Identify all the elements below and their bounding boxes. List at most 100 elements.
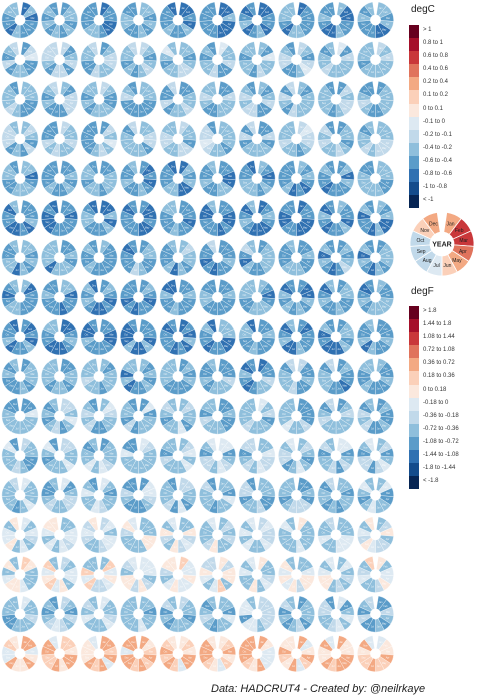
month-label: Feb — [305, 368, 310, 370]
month-label: Apr — [109, 23, 113, 26]
month-label: Mar — [110, 136, 114, 139]
month-label: Apr — [188, 538, 192, 541]
legend-label: 1.44 to 1.8 — [423, 321, 451, 327]
month-label: Mar — [347, 334, 351, 337]
year-label: 1964 — [173, 453, 184, 458]
month-label: Mar — [189, 96, 193, 99]
month-label: Aug — [246, 147, 251, 150]
month-label: Jul — [292, 270, 295, 272]
month-label: Mar — [386, 650, 390, 653]
month-label: Jul — [94, 507, 97, 509]
month-label: Apr — [109, 379, 113, 382]
year-label: 1914 — [173, 255, 184, 260]
month-label: Aug — [49, 147, 54, 150]
month-label: Sep — [164, 460, 169, 462]
month-label: Mar — [110, 294, 114, 297]
month-label: Aug — [49, 464, 54, 467]
month-label: Oct — [45, 96, 49, 99]
month-label: Apr — [346, 419, 350, 422]
month-label: Mar — [347, 532, 351, 535]
year-label: 1900 — [15, 216, 26, 221]
month-label: Mar — [70, 96, 74, 99]
month-label: Sep — [85, 341, 90, 343]
month-label: Aug — [9, 68, 14, 71]
month-label: Apr — [346, 261, 350, 264]
month-label: Mar — [386, 96, 390, 99]
month-label: Aug — [286, 266, 291, 269]
month-label: Oct — [45, 215, 49, 218]
month-label: Aug — [128, 583, 133, 586]
month-label: Mar — [228, 215, 232, 218]
month-label: Apr — [267, 142, 271, 145]
month-label: Aug — [49, 68, 54, 71]
month-label: Aug — [246, 583, 251, 586]
year-label: 2009 — [370, 612, 381, 617]
month-label: Apr — [70, 261, 74, 264]
year-label: 1977 — [291, 493, 302, 498]
month-label: Oct — [164, 452, 168, 455]
month-label: Aug — [167, 662, 172, 665]
year-label: 1938 — [331, 335, 342, 340]
month-label: Oct — [203, 96, 207, 99]
month-label: Feb — [265, 210, 270, 212]
month-label: Mar — [268, 373, 272, 376]
year-label: 1930 — [15, 335, 26, 340]
month-label: Feb — [384, 91, 389, 93]
month-label: Jul — [173, 230, 176, 232]
month-label: Apr — [109, 538, 113, 541]
month-label: Jul — [371, 270, 374, 272]
month-label: Mar — [228, 294, 232, 297]
month-label: Apr — [267, 379, 271, 382]
month-label: Jul — [55, 468, 58, 470]
month-label: Oct — [6, 56, 10, 59]
month-label: Apr — [70, 300, 74, 303]
clock-center — [14, 54, 26, 65]
month-label: Oct — [361, 492, 365, 495]
year-label: 1891 — [54, 176, 65, 181]
month-label: Jul — [15, 587, 18, 589]
month-label: Oct — [6, 571, 10, 574]
month-label: May — [263, 29, 268, 31]
month-label: Aug — [167, 28, 172, 31]
month-label: Jul — [213, 389, 216, 391]
month-label: Sep — [361, 341, 366, 343]
month-label: Jul — [134, 468, 137, 470]
month-label: Apr — [30, 63, 34, 66]
month-label: Apr — [386, 617, 390, 620]
month-label: Sep — [45, 420, 50, 422]
month-label: Sep — [282, 380, 287, 382]
month-label: Oct — [243, 532, 247, 535]
month-label: Oct — [124, 452, 128, 455]
legend-swatch — [409, 410, 419, 424]
month-label: Jul — [134, 72, 137, 74]
month-label: Sep — [203, 539, 208, 541]
month-label: Oct — [85, 215, 89, 218]
year-label: 1917 — [291, 255, 302, 260]
month-label: Oct — [361, 571, 365, 574]
legend-swatch — [409, 306, 419, 320]
month-label: Jul — [252, 468, 255, 470]
month-label: Oct — [243, 96, 247, 99]
year-label: 2015 — [212, 651, 223, 656]
year-label: 1890 — [15, 176, 26, 181]
month-label: Sep — [361, 460, 366, 462]
month-label: May — [105, 29, 110, 31]
month-label: Oct — [361, 373, 365, 376]
